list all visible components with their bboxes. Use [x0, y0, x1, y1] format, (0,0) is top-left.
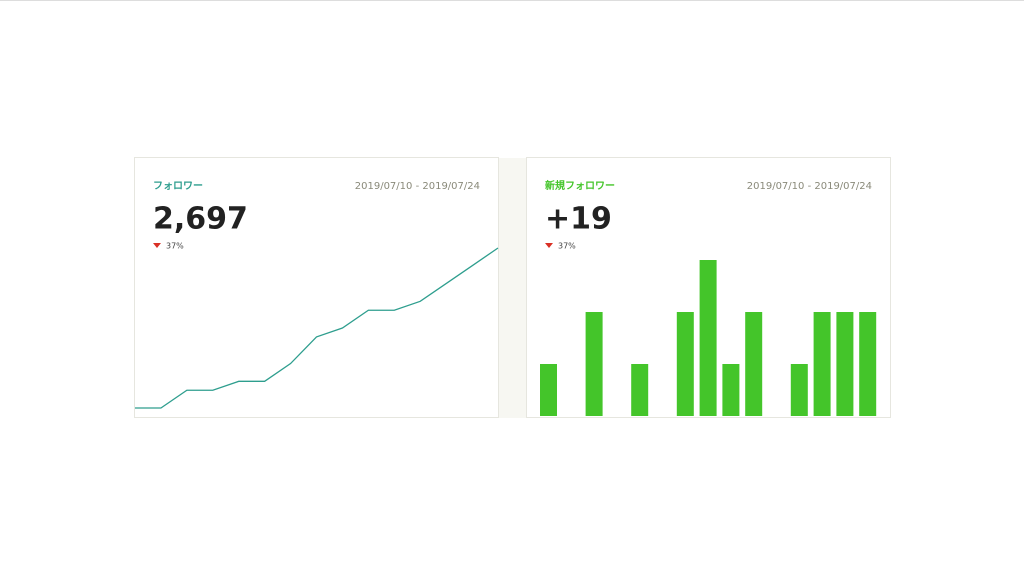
total: +19 — [545, 202, 612, 237]
card — [134, 157, 499, 418]
gap — [498, 158, 527, 418]
down-arrow — [545, 243, 553, 248]
bar — [540, 364, 557, 416]
follower-line — [135, 247, 499, 409]
down-arrow — [153, 243, 161, 248]
bar — [790, 364, 808, 416]
date-range: 2019/07/10 - 2019/07/24 — [747, 181, 872, 192]
bar — [745, 312, 763, 416]
bar — [722, 364, 740, 416]
bar — [836, 312, 854, 416]
card-title: フォロワー — [153, 180, 203, 192]
change: 37% — [558, 242, 576, 251]
bar — [585, 312, 603, 416]
total: 2,697 — [153, 202, 248, 237]
bar — [676, 312, 694, 416]
date-range: 2019/07/10 - 2019/07/24 — [355, 181, 480, 192]
bar — [631, 364, 649, 416]
card-title: 新規フォロワー — [545, 179, 615, 192]
change: 37% — [166, 242, 184, 251]
bar — [699, 260, 717, 416]
bar — [813, 312, 831, 416]
bar — [859, 312, 877, 416]
